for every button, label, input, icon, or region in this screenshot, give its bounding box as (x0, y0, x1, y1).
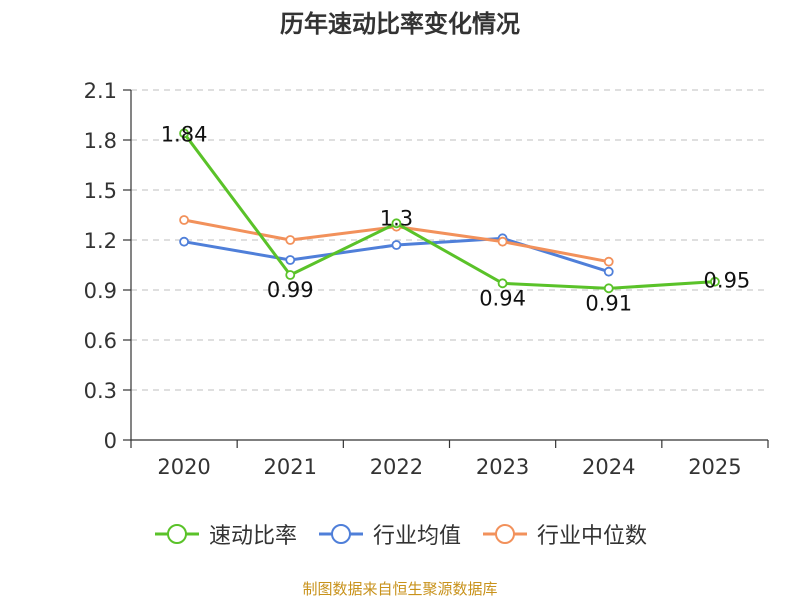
source-note: 制图数据来自恒生聚源数据库 (302, 580, 498, 598)
data-point (179, 215, 189, 225)
data-label: 1.3 (380, 206, 413, 230)
data-point (179, 236, 189, 247)
data-label: 0.95 (704, 269, 751, 293)
y-tick-label: 1.5 (84, 179, 117, 203)
y-tick-label: 1.8 (84, 129, 117, 153)
data-point (179, 128, 189, 139)
legend-label: 速动比率 (208, 524, 297, 549)
legend-item[interactable]: 行业均值 (317, 518, 461, 550)
data-point (710, 276, 720, 287)
y-tick-label: 2.1 (84, 79, 117, 103)
data-point (497, 236, 508, 247)
legend-item[interactable]: 速动比率 (153, 518, 297, 550)
legend-line-icon (154, 524, 199, 544)
data-point (603, 283, 614, 294)
x-tick-label: 2023 (476, 455, 529, 479)
x-tick-label: 2020 (157, 455, 210, 479)
legend-item[interactable]: 行业中位数 (481, 518, 647, 550)
legend-line-icon (483, 524, 527, 544)
series-line-0 (182, 132, 716, 290)
x-tick-label: 2022 (370, 455, 423, 479)
x-tick-label: 2021 (264, 455, 317, 479)
data-point (285, 255, 296, 265)
legend-label: 行业均值 (372, 524, 461, 549)
data-point (497, 278, 508, 289)
y-tick-label: 0.9 (84, 279, 117, 303)
data-label: 0.99 (267, 278, 314, 302)
data-label: 0.91 (585, 291, 632, 315)
legend: 速动比率 行业均值 行业中位数 (0, 518, 800, 550)
y-tick-label: 1.2 (84, 229, 117, 253)
legend-label: 行业中位数 (537, 524, 648, 549)
y-tick-label: 0.3 (84, 379, 117, 403)
data-label: 0.94 (479, 286, 526, 310)
legend-line-icon (318, 524, 363, 544)
x-tick-label: 2024 (582, 455, 635, 479)
data-point (285, 270, 296, 280)
data-point (391, 240, 402, 250)
y-tick-label: 0 (104, 429, 117, 453)
data-point (285, 235, 296, 245)
y-tick-label: 0.6 (84, 329, 117, 353)
x-tick-label: 2025 (688, 455, 741, 479)
chart-title: 历年速动比率变化情况 (280, 10, 520, 38)
data-label: 1.84 (161, 122, 208, 146)
data-point (603, 266, 614, 277)
data-point (603, 256, 614, 267)
data-point (391, 218, 402, 229)
